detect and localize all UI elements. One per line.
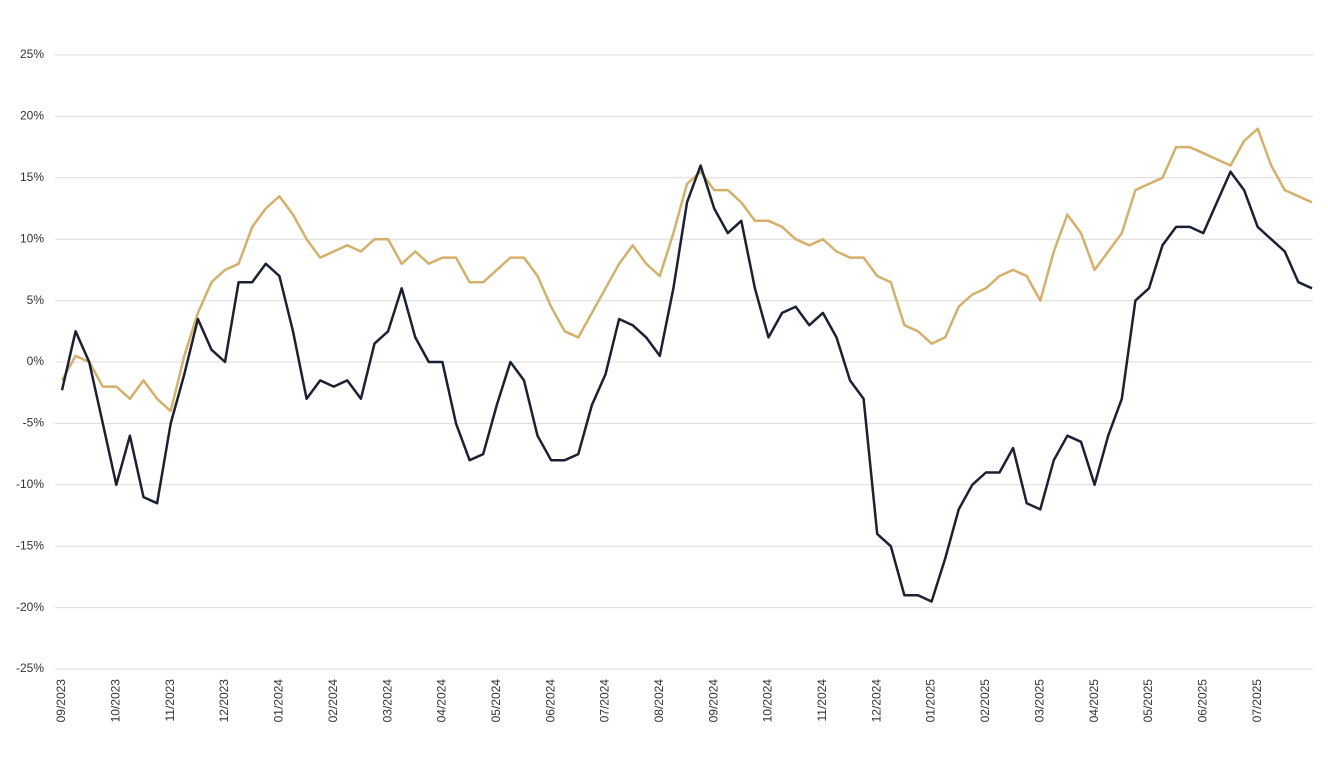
x-tick-label: 07/2024 — [598, 679, 612, 723]
x-tick-label: 10/2023 — [109, 679, 123, 723]
x-tick-label: 10/2024 — [761, 679, 775, 723]
x-tick-label: 12/2023 — [217, 679, 231, 723]
y-tick-label: -5% — [23, 416, 45, 430]
x-tick-label: 02/2025 — [978, 679, 992, 723]
x-tick-label: 09/2023 — [54, 679, 68, 723]
x-tick-label: 01/2024 — [272, 679, 286, 723]
x-tick-label: 04/2025 — [1087, 679, 1101, 723]
y-tick-label: 20% — [20, 109, 44, 123]
y-tick-label: 15% — [20, 170, 44, 184]
x-tick-label: 09/2024 — [706, 679, 720, 723]
x-tick-label: 04/2024 — [435, 679, 449, 723]
x-tick-label: 03/2024 — [380, 679, 394, 723]
y-tick-label: -10% — [16, 477, 44, 491]
x-tick-label: 11/2024 — [815, 679, 829, 722]
x-tick-label: 02/2024 — [326, 679, 340, 723]
y-tick-label: -20% — [16, 600, 44, 614]
x-tick-label: 11/2023 — [163, 679, 177, 722]
y-tick-label: 5% — [27, 293, 45, 307]
x-tick-label: 03/2025 — [1032, 679, 1046, 723]
y-tick-label: 10% — [20, 231, 44, 245]
y-tick-label: -25% — [16, 661, 44, 675]
y-tick-label: 25% — [20, 47, 44, 61]
series-line — [60, 164, 1313, 603]
x-tick-label: 07/2025 — [1250, 679, 1264, 723]
x-tick-label: 12/2024 — [869, 679, 883, 723]
x-tick-label: 05/2024 — [489, 679, 503, 723]
x-tick-label: 08/2024 — [652, 679, 666, 723]
y-tick-label: -15% — [16, 538, 44, 552]
x-tick-label: 06/2025 — [1195, 679, 1209, 723]
x-tick-label: 05/2025 — [1141, 679, 1155, 723]
x-tick-label: 06/2024 — [543, 679, 557, 723]
series-line — [60, 127, 1313, 413]
y-tick-label: 0% — [27, 354, 45, 368]
x-tick-label: 01/2025 — [924, 679, 938, 723]
